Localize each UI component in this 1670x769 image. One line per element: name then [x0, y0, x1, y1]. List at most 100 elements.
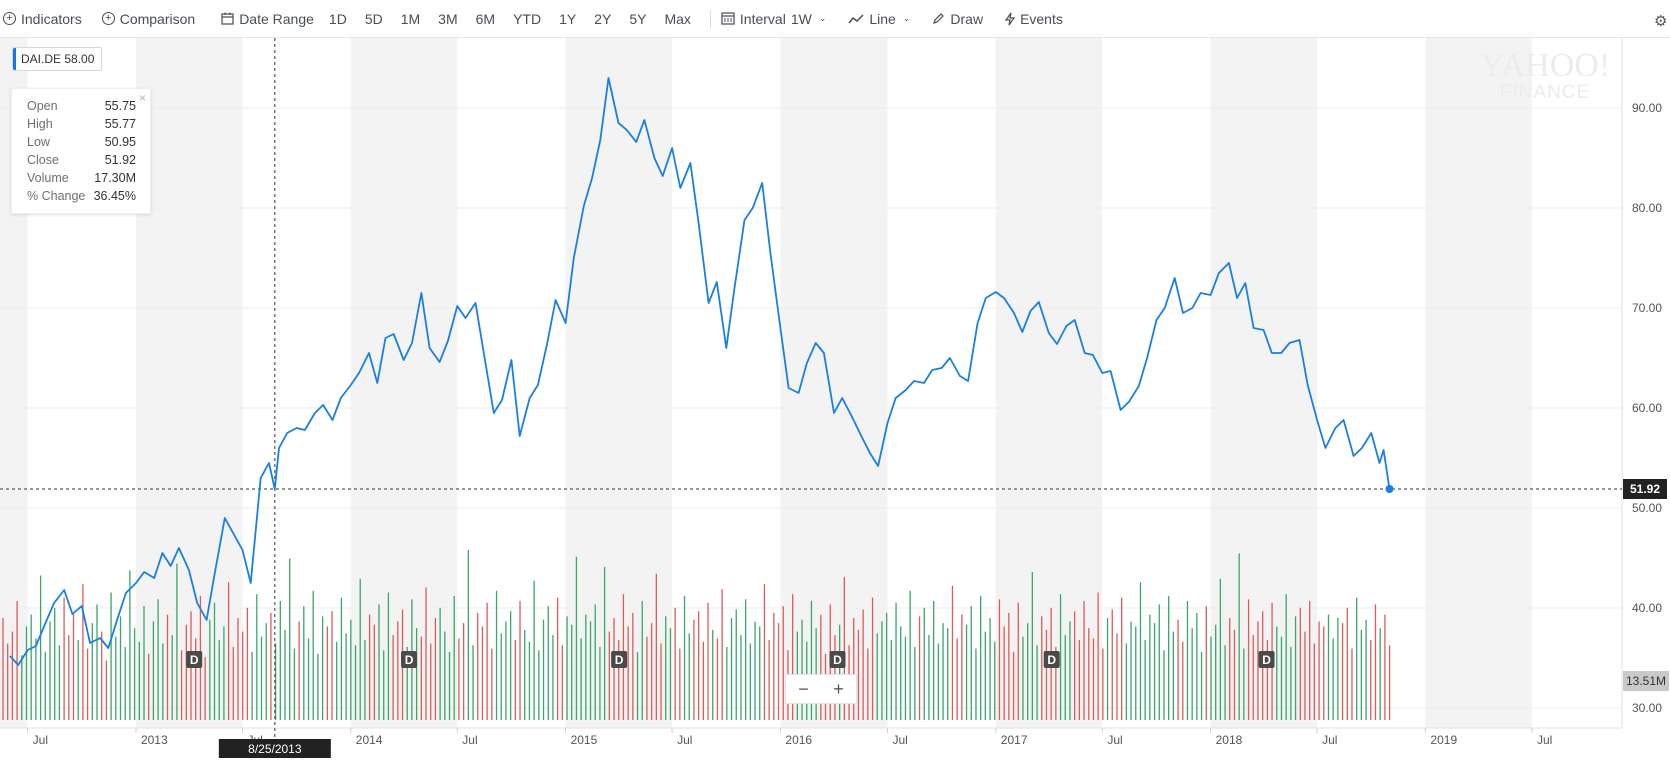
- volume-bar: [1294, 616, 1297, 720]
- volume-bar: [467, 550, 469, 720]
- volume-bar: [1158, 604, 1160, 720]
- volume-bar: [575, 556, 578, 720]
- range-selector: 1D 5D 1M 3M 6M YTD 1Y 2Y 5Y Max: [320, 11, 700, 27]
- volume-bar: [331, 611, 333, 720]
- high-value: 55.77: [104, 117, 136, 131]
- volume-bar: [481, 626, 484, 720]
- volume-bar: [1045, 629, 1048, 720]
- x-tick-label: 2013: [141, 733, 168, 747]
- zoom-out-button[interactable]: −: [798, 678, 809, 699]
- volume-bar: [303, 606, 305, 720]
- crosshair: 8/25/2013: [0, 38, 1622, 758]
- volume-bar: [1153, 623, 1156, 720]
- range-2y[interactable]: 2Y: [594, 10, 612, 27]
- change-label: % Change: [27, 189, 86, 203]
- volume-bar: [312, 590, 314, 720]
- volume-bar: [1219, 578, 1222, 720]
- range-5d[interactable]: 5D: [364, 10, 383, 27]
- volume-bar: [1299, 607, 1301, 720]
- volume-bar: [1116, 633, 1118, 720]
- volume-bar: [209, 619, 211, 720]
- volume-bar: [1078, 640, 1081, 720]
- volume-bar: [904, 636, 907, 720]
- volume-bar: [505, 621, 507, 720]
- volume-bar: [345, 633, 347, 720]
- dividend-marker[interactable]: D: [611, 651, 628, 668]
- half-year-band: [1210, 38, 1318, 728]
- dividend-marker[interactable]: D: [186, 651, 203, 668]
- volume-bar: [914, 646, 916, 720]
- volume-bar: [1360, 629, 1363, 720]
- range-1m[interactable]: 1M: [400, 10, 421, 27]
- volume-bar: [430, 643, 432, 720]
- volume-bar: [491, 648, 493, 720]
- volume-bar: [1365, 619, 1367, 720]
- volume-bar: [1257, 621, 1259, 720]
- dividend-marker-box: [401, 651, 418, 668]
- range-3m[interactable]: 3M: [438, 10, 458, 27]
- volume-bar: [246, 607, 249, 720]
- line-type-button[interactable]: Line ⌄: [848, 11, 910, 27]
- range-1d[interactable]: 1D: [328, 10, 347, 27]
- range-5y[interactable]: 5Y: [629, 10, 647, 27]
- x-tick-label: Jul: [893, 733, 908, 747]
- x-tick-label: 2019: [1430, 733, 1457, 747]
- gear-icon[interactable]: ⚙: [1654, 13, 1668, 30]
- volume-bar: [1384, 614, 1386, 720]
- volume-bar: [542, 619, 545, 720]
- date-range-button[interactable]: Date Range: [221, 11, 314, 27]
- plus-circle-icon: +: [101, 12, 115, 25]
- close-icon[interactable]: ×: [138, 91, 146, 105]
- volume-bar: [942, 623, 944, 720]
- symbol-ticker: DAI.DE: [21, 52, 62, 66]
- volume-bar: [420, 636, 422, 720]
- volume-bar: [740, 635, 742, 720]
- dividend-marker-label: D: [190, 653, 199, 667]
- volume-bar: [96, 604, 98, 720]
- volume-bar: [1055, 646, 1057, 720]
- draw-label: Draw: [950, 10, 984, 27]
- dividend-marker[interactable]: D: [1258, 651, 1275, 668]
- x-tick-label: 2015: [571, 733, 598, 747]
- range-1y[interactable]: 1Y: [559, 10, 577, 27]
- volume-bar: [749, 643, 751, 720]
- interval-button[interactable]: Interval 1W ⌄: [721, 11, 826, 27]
- volume-bar: [679, 648, 681, 720]
- volume-bar: [326, 626, 328, 720]
- volume-bar: [1074, 611, 1076, 720]
- volume-bar: [213, 602, 216, 720]
- volume-bar: [984, 631, 987, 720]
- volume-bar: [251, 652, 253, 720]
- volume-bar: [556, 597, 559, 720]
- dividend-marker[interactable]: D: [829, 651, 846, 668]
- range-ytd[interactable]: YTD: [513, 10, 542, 27]
- range-max[interactable]: Max: [664, 10, 691, 27]
- y-tick-label: 50.00: [1632, 501, 1662, 515]
- dividend-marker[interactable]: D: [401, 651, 418, 668]
- volume-bar: [1022, 636, 1024, 720]
- comparison-button[interactable]: + Comparison: [101, 11, 195, 27]
- dividend-marker[interactable]: D: [1043, 651, 1060, 668]
- volume-bar: [730, 618, 733, 720]
- volume-bar: [232, 646, 234, 720]
- zoom-in-button[interactable]: +: [833, 678, 844, 699]
- draw-button[interactable]: Draw: [932, 11, 983, 27]
- volume-bar: [735, 609, 737, 720]
- volume-bar: [589, 621, 592, 720]
- volume-bar: [674, 607, 676, 720]
- volume-bar: [1027, 623, 1029, 720]
- volume-bar: [857, 629, 860, 720]
- range-6m[interactable]: 6M: [475, 10, 496, 27]
- open-label: Open: [27, 99, 58, 113]
- events-button[interactable]: Events: [1005, 11, 1063, 27]
- volume-bar: [1266, 640, 1269, 720]
- volume-value-box: [1623, 671, 1669, 691]
- volume-bar: [693, 619, 695, 720]
- indicators-button[interactable]: + Indicators: [3, 11, 82, 27]
- close-label: Close: [27, 153, 59, 167]
- volume-value: 17.30M: [94, 171, 136, 185]
- symbol-value: 58.00: [64, 52, 95, 66]
- volume-bar: [1224, 645, 1226, 720]
- symbol-badge[interactable]: DAI.DE 58.00: [12, 47, 103, 71]
